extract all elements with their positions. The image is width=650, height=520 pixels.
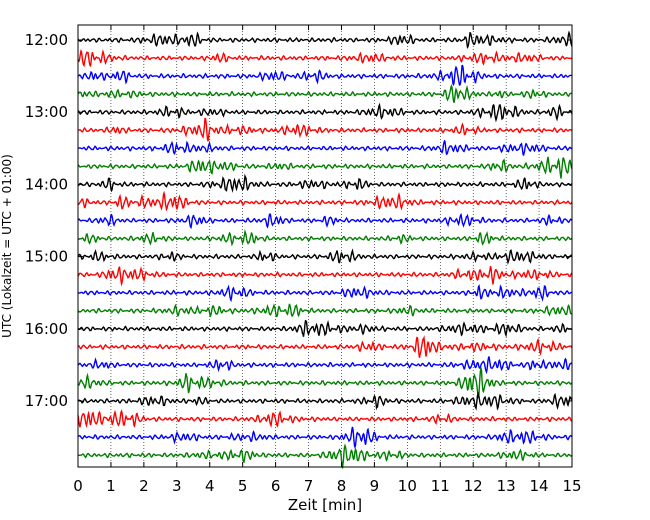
trace-1715 [77, 409, 573, 429]
x-tick-label: 13 [497, 477, 516, 495]
trace-1545 [77, 303, 573, 318]
y-tick-label: 12:00 [25, 31, 68, 49]
y-tick-label: 13:00 [25, 103, 68, 121]
trace-1515 [77, 266, 573, 287]
trace-1745 [77, 443, 573, 469]
x-tick-label: 0 [73, 477, 83, 495]
trace-1630 [77, 356, 573, 375]
x-tick-label: 9 [370, 477, 380, 495]
plot-frame [77, 24, 573, 468]
trace-1215 [77, 49, 573, 68]
x-tick-label: 10 [398, 477, 417, 495]
trace-1430 [77, 212, 573, 230]
y-tick-label: 14:00 [25, 175, 68, 193]
trace-1330 [77, 139, 573, 156]
trace-1730 [77, 426, 573, 450]
x-tick-label: 12 [464, 477, 483, 495]
trace-1315 [77, 117, 573, 142]
trace-1500 [77, 248, 573, 265]
x-tick-label: 15 [562, 477, 581, 495]
x-axis-label: Zeit [min] [288, 496, 362, 514]
trace-1530 [77, 284, 573, 303]
trace-1400 [77, 173, 573, 193]
trace-1345 [77, 156, 573, 179]
trace-1230 [77, 64, 573, 87]
x-tick-label: 11 [431, 477, 450, 495]
trace-1700 [77, 391, 573, 411]
trace-1245 [77, 84, 573, 103]
x-tick-label: 14 [530, 477, 549, 495]
x-tick-label: 5 [238, 477, 248, 495]
trace-1200 [77, 30, 573, 49]
y-tick-label: 15:00 [25, 248, 68, 266]
x-tick-label: 1 [106, 477, 116, 495]
trace-1415 [78, 190, 573, 212]
trace-1600 [77, 319, 573, 338]
x-tick-label: 8 [337, 477, 347, 495]
trace-1645 [77, 366, 573, 399]
x-tick-label: 2 [139, 477, 149, 495]
x-tick-label: 3 [172, 477, 182, 495]
y-tick-label: 16:00 [25, 320, 68, 338]
trace-group [77, 30, 573, 469]
y-axis-ticks: 12:00 13:00 14:00 15:00 16:00 17:00 [25, 31, 572, 410]
y-tick-label: 17:00 [25, 392, 68, 410]
x-tick-label: 4 [205, 477, 215, 495]
x-tick-label: 6 [271, 477, 281, 495]
x-tick-label: 7 [304, 477, 314, 495]
y-axis-label: UTC (Lokalzeit = UTC + 01:00) [0, 154, 14, 338]
trace-1445 [77, 229, 573, 247]
trace-1300 [77, 102, 573, 123]
trace-1615 [77, 335, 573, 358]
x-axis-ticks: 0 1 2 3 4 5 6 7 8 9 10 11 12 13 14 15 [73, 25, 582, 495]
